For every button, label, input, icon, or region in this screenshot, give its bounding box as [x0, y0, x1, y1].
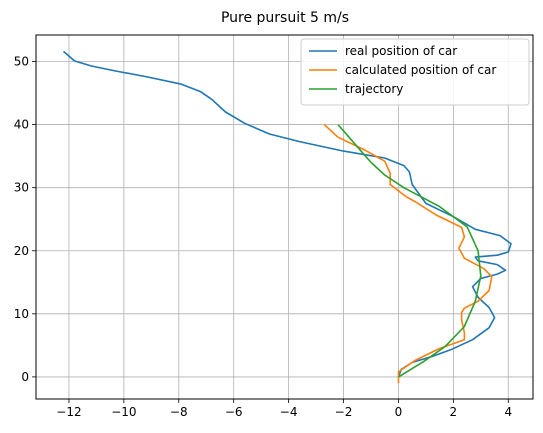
legend-label: calculated position of car — [345, 63, 496, 77]
series-line-3 — [337, 124, 482, 378]
chart-title: Pure pursuit 5 m/s — [221, 10, 349, 26]
x-tick-label: −8 — [170, 405, 188, 419]
legend: real position of car calculated position … — [300, 38, 530, 106]
y-tick-label: 10 — [14, 307, 29, 321]
series-line-1 — [62, 50, 512, 378]
x-tick-label: −10 — [111, 405, 136, 419]
plot-frame — [35, 34, 534, 400]
y-tick-label: 40 — [14, 118, 29, 132]
x-tick-label: −2 — [335, 405, 353, 419]
series-line-2 — [323, 124, 493, 384]
y-tick-label: 50 — [14, 54, 29, 68]
x-tick-label: −12 — [56, 405, 81, 419]
y-tick-label: 20 — [14, 244, 29, 258]
x-tick-label: −4 — [280, 405, 298, 419]
legend-label: trajectory — [345, 82, 403, 96]
series-group — [62, 50, 512, 384]
legend-label: real position of car — [345, 44, 457, 58]
x-tick-label: 2 — [450, 405, 458, 419]
y-tick-label: 0 — [21, 370, 29, 384]
x-tick-label: 0 — [395, 405, 403, 419]
y-axis: 0 10 20 30 40 50 — [14, 54, 36, 384]
x-tick-label: −6 — [225, 405, 243, 419]
x-axis: −12 −10 −8 −6 −4 −2 0 2 4 — [56, 399, 512, 419]
x-tick-label: 4 — [504, 405, 512, 419]
y-tick-label: 30 — [14, 181, 29, 195]
legend-box — [300, 38, 530, 106]
